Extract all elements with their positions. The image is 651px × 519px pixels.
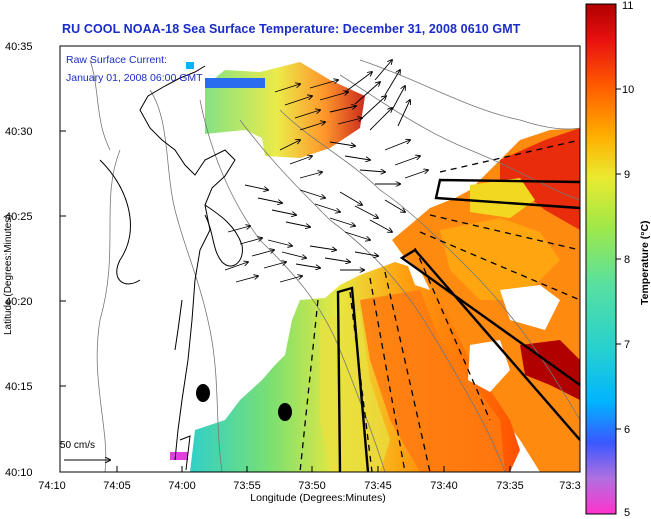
x-ticks [116, 466, 511, 472]
y-tick-label: 40:25 [5, 211, 33, 223]
colorbar-tick-label: 8 [624, 254, 630, 266]
y-tick-label: 40:30 [5, 126, 33, 138]
x-tick-label: 73:40 [430, 480, 458, 492]
y-tick-label: 40:20 [5, 296, 33, 308]
x-tick-label: 73:55 [233, 480, 261, 492]
y-axis-title: Latitude (Degrees:Minutes) [3, 214, 14, 335]
y-ticks [60, 130, 66, 387]
surface-current-vectors [224, 60, 428, 283]
x-tick-label: 74:00 [168, 480, 196, 492]
x-tick-label: 73:35 [496, 480, 524, 492]
y-tick-label: 40:35 [5, 41, 33, 53]
map-title: RU COOL NOAA-18 Sea Surface Temperature:… [62, 22, 521, 36]
coastline [99, 65, 243, 471]
plot-frame [59, 45, 581, 473]
colorbar-tick-label: 6 [624, 424, 630, 436]
colorbar-tick-label: 11 [622, 0, 633, 12]
x-tick-label: 74:10 [38, 480, 66, 492]
sst-pixel-magenta [170, 452, 188, 460]
sst-cold-spot-north [205, 78, 265, 88]
colorbar-tick-label: 10 [622, 84, 634, 96]
transect-boxes [336, 178, 580, 472]
x-tick-label: 74:05 [103, 480, 131, 492]
y-tick-label: 40:10 [5, 467, 33, 479]
sst-south-warm [360, 290, 505, 472]
colorbar-ticks [616, 88, 621, 430]
scale-label: 50 cm/s [60, 440, 95, 451]
colorbar-tick-label: 5 [624, 507, 630, 519]
sst-pixel-cyan [186, 62, 194, 69]
x-tick-label: 73:45 [364, 480, 392, 492]
station-dot-2 [278, 403, 292, 421]
current-label-line1: Raw Surface Current: [66, 54, 167, 66]
x-tick-label: 73:50 [298, 480, 326, 492]
cloud-hole-2 [468, 340, 510, 392]
colorbar-title: Temperature (°C) [639, 220, 651, 305]
bathymetry-contours [89, 59, 580, 472]
current-label-line2: January 01, 2008 06:00 GMT [66, 72, 203, 84]
x-axis: 74:10 74:05 74:00 73:55 73:50 73:45 73:4… [38, 480, 580, 492]
y-tick-label: 40:15 [5, 381, 33, 393]
colorbar-tick-label: 7 [624, 339, 630, 351]
y-axis: 40:35 40:30 40:25 40:20 40:15 40:10 [5, 41, 33, 479]
sst-east-yellow-core [470, 178, 535, 218]
x-axis-title: Longitude (Degrees:Minutes) [250, 492, 385, 504]
cloud-hole-1 [500, 285, 560, 330]
colorbar-labels: 11 10 9 8 7 6 5 [622, 0, 634, 519]
x-tick-label: 73:3 [559, 480, 580, 492]
colorbar-tick-label: 9 [624, 169, 630, 181]
station-dot-1 [196, 384, 210, 402]
sst-east-deep-red [520, 340, 580, 400]
colorbar [585, 3, 617, 515]
